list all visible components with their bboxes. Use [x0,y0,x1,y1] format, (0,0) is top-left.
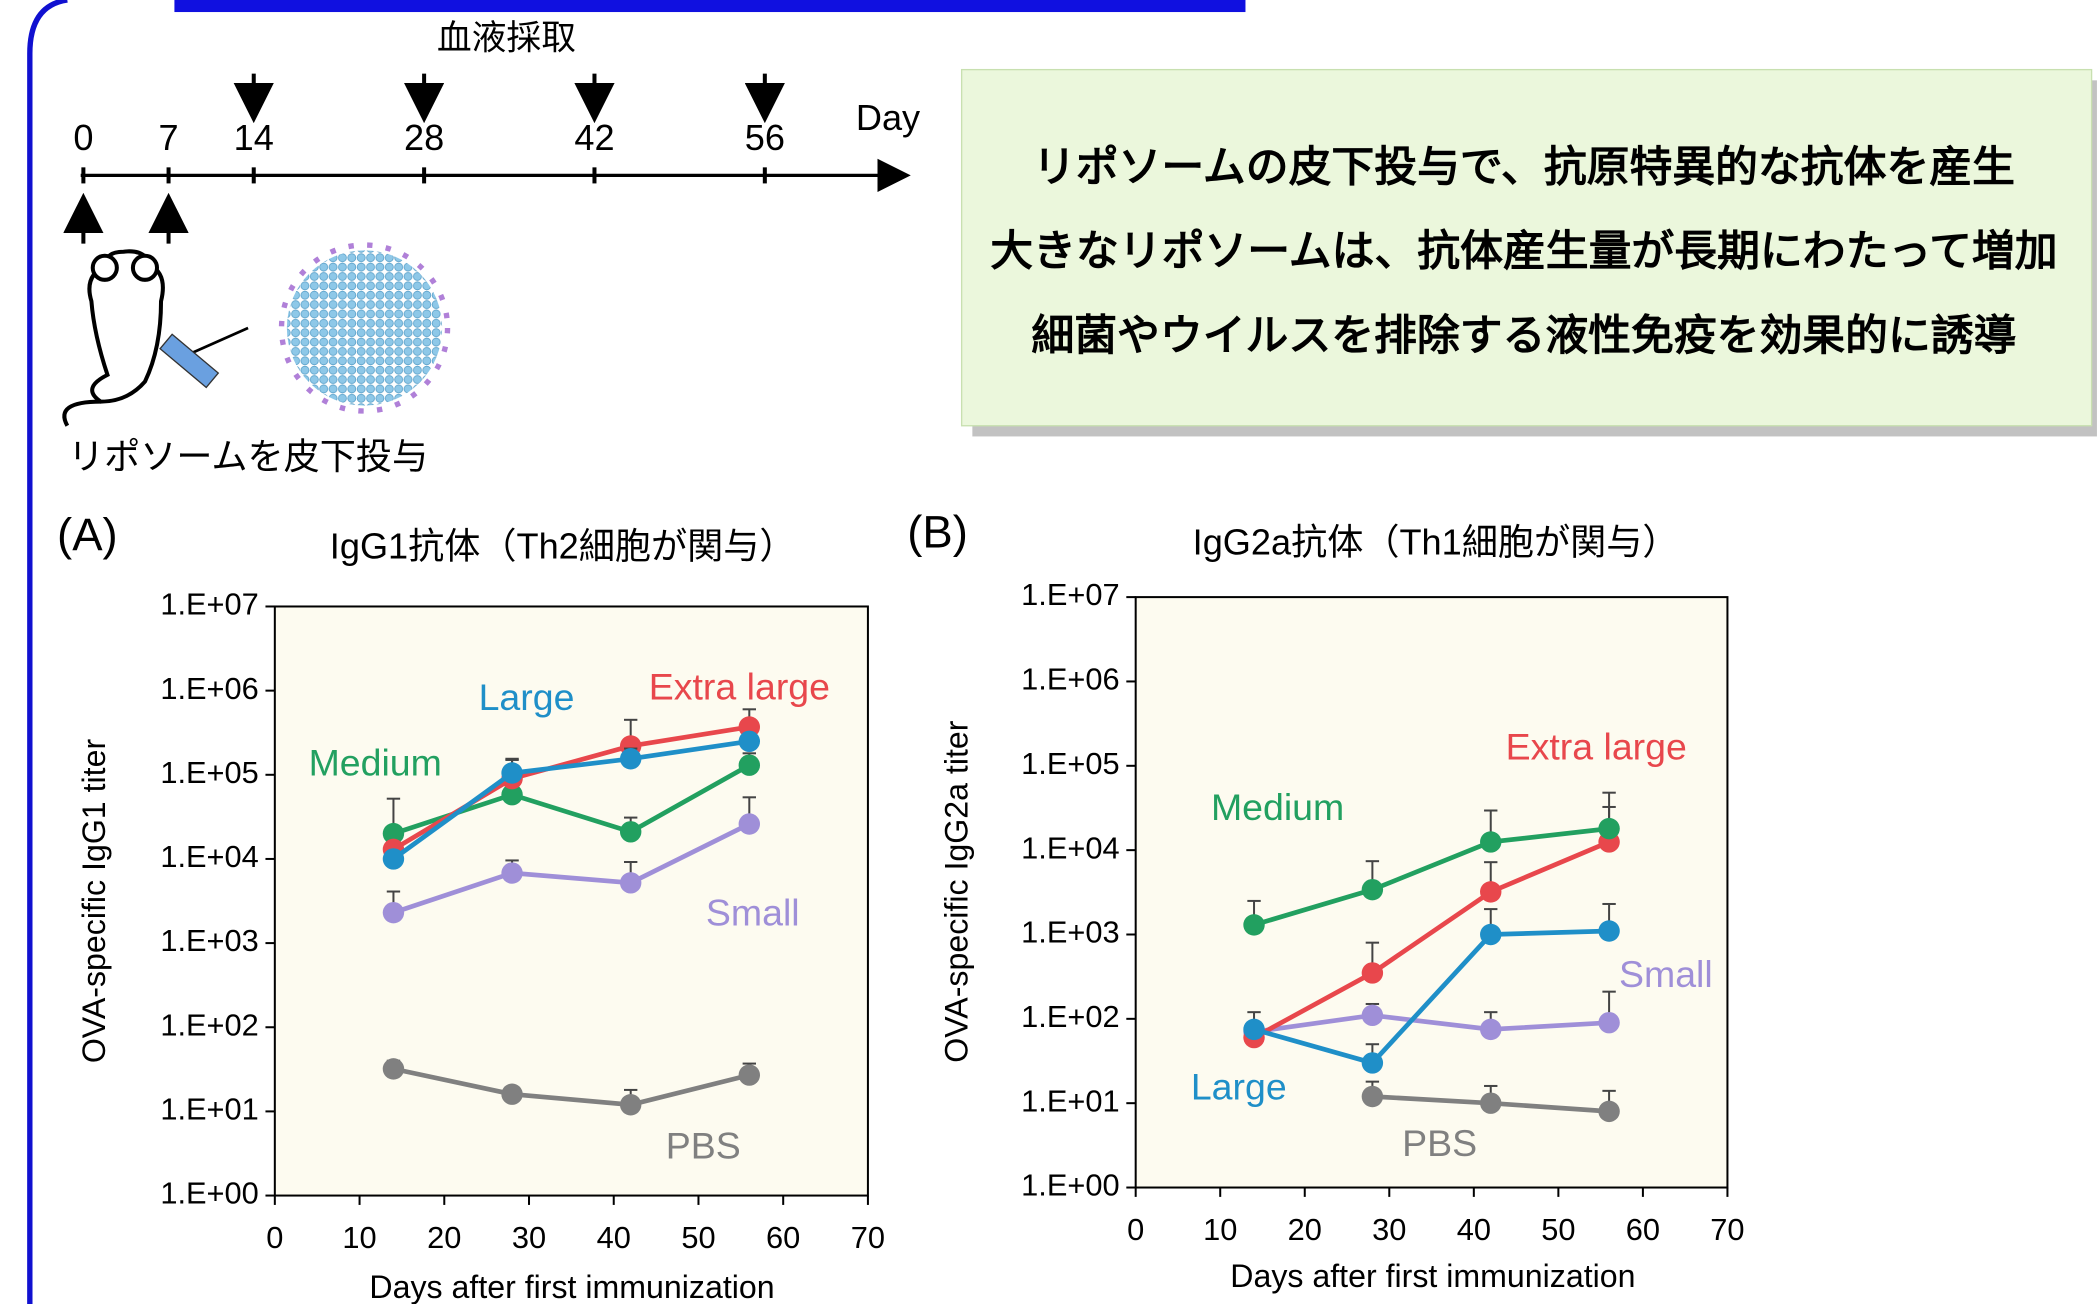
timeline-tick-label: 56 [745,117,785,158]
data-point [620,821,641,842]
timeline-tick-label: 28 [404,117,444,158]
y-tick-label: 1.E+04 [160,839,258,874]
data-point [739,731,760,752]
data-point [1480,881,1501,902]
x-tick-label: 20 [427,1220,461,1255]
series-label: Small [1619,953,1713,995]
series-label: Large [479,676,575,718]
timeline-tick-label: 42 [574,117,614,158]
series-label: PBS [1402,1122,1477,1164]
data-point [620,748,641,769]
y-tick-label: 1.E+07 [1021,577,1119,612]
data-point [1598,920,1619,941]
series-label: Medium [1211,786,1344,828]
data-point [1598,818,1619,839]
series-label: PBS [666,1125,741,1167]
x-tick-label: 70 [851,1220,885,1255]
y-tick-label: 1.E+03 [1021,915,1119,950]
series-label: Medium [309,742,442,784]
chart-title: IgG2a抗体（Th1細胞が関与） [1193,521,1679,562]
panel-label: (A) [57,509,118,560]
y-tick-label: 1.E+00 [1021,1168,1119,1203]
series-label: Extra large [649,665,830,707]
series-label: Large [1191,1066,1287,1108]
y-tick-label: 1.E+03 [160,923,258,958]
y-tick-label: 1.E+05 [1021,746,1119,781]
data-point [383,902,404,923]
slide: リポソームを皮下投与 血液採取 Day リポソームの皮下投与で、抗原特異的な抗体… [0,0,2100,1304]
x-tick-label: 10 [342,1220,376,1255]
data-point [1480,924,1501,945]
data-point [501,762,522,783]
y-tick-label: 1.E+07 [160,587,258,622]
injection-label: リポソームを皮下投与 [68,436,428,477]
y-axis-label: OVA-specific IgG2a titer [938,720,974,1062]
data-point [1480,1019,1501,1040]
x-tick-label: 10 [1203,1212,1237,1247]
x-axis-label: Days after first immunization [1230,1258,1635,1294]
y-tick-label: 1.E+02 [160,1007,258,1042]
data-point [620,872,641,893]
x-tick-label: 70 [1710,1212,1744,1247]
x-tick-label: 30 [512,1220,546,1255]
bullet: 細菌やウイルスを排除する液性免疫を効果的に誘導 [1031,312,2016,360]
x-tick-label: 40 [1457,1212,1491,1247]
data-point [383,1058,404,1079]
data-point [1362,879,1383,900]
data-point [1480,831,1501,852]
x-tick-label: 0 [1127,1212,1144,1247]
y-tick-label: 1.E+00 [160,1176,258,1211]
data-point [1598,1101,1619,1122]
data-point [501,1084,522,1105]
data-point [383,848,404,869]
panel-label: (B) [907,507,968,558]
y-tick-label: 1.E+06 [160,671,258,706]
timeline-tick-label: 7 [159,117,179,158]
data-point [1362,1052,1383,1073]
y-tick-label: 1.E+01 [160,1092,258,1127]
series-label: Extra large [1506,726,1687,768]
timeline-tick-label: 0 [73,117,93,158]
x-tick-label: 30 [1372,1212,1406,1247]
x-tick-label: 60 [1626,1212,1660,1247]
data-point [1362,962,1383,983]
timeline-unit: Day [856,97,920,138]
data-point [1480,1092,1501,1113]
y-tick-label: 1.E+06 [1021,662,1119,697]
timeline-tick-label: 14 [234,117,274,158]
x-tick-label: 40 [597,1220,631,1255]
timeline-caption: 血液採取 [437,18,576,57]
data-point [1362,1086,1383,1107]
data-point [501,862,522,883]
y-tick-label: 1.E+04 [1021,830,1119,865]
y-tick-label: 1.E+01 [1021,1083,1119,1118]
series-label: Small [706,892,800,934]
data-point [1598,1012,1619,1033]
x-tick-label: 60 [766,1220,800,1255]
y-axis-label: OVA-specific IgG1 titer [76,739,112,1064]
bullet: 大きなリポソームは、抗体産生量が長期にわたって増加 [990,228,2057,276]
bullet: リポソームの皮下投与で、抗原特異的な抗体を産生 [1033,143,2015,191]
chart-title: IgG1抗体（Th2細胞が関与） [330,525,796,566]
data-point [739,1064,760,1085]
x-axis-label: Days after first immunization [369,1269,774,1304]
data-point [739,813,760,834]
x-tick-label: 20 [1288,1212,1322,1247]
data-point [1243,914,1264,935]
data-point [739,754,760,775]
y-tick-label: 1.E+02 [1021,999,1119,1034]
data-point [1362,1005,1383,1026]
x-tick-label: 50 [681,1220,715,1255]
x-tick-label: 50 [1541,1212,1575,1247]
data-point [620,1094,641,1115]
data-point [1243,1019,1264,1040]
header-bar [174,0,1245,12]
y-tick-label: 1.E+05 [160,755,258,790]
x-tick-label: 0 [266,1220,283,1255]
